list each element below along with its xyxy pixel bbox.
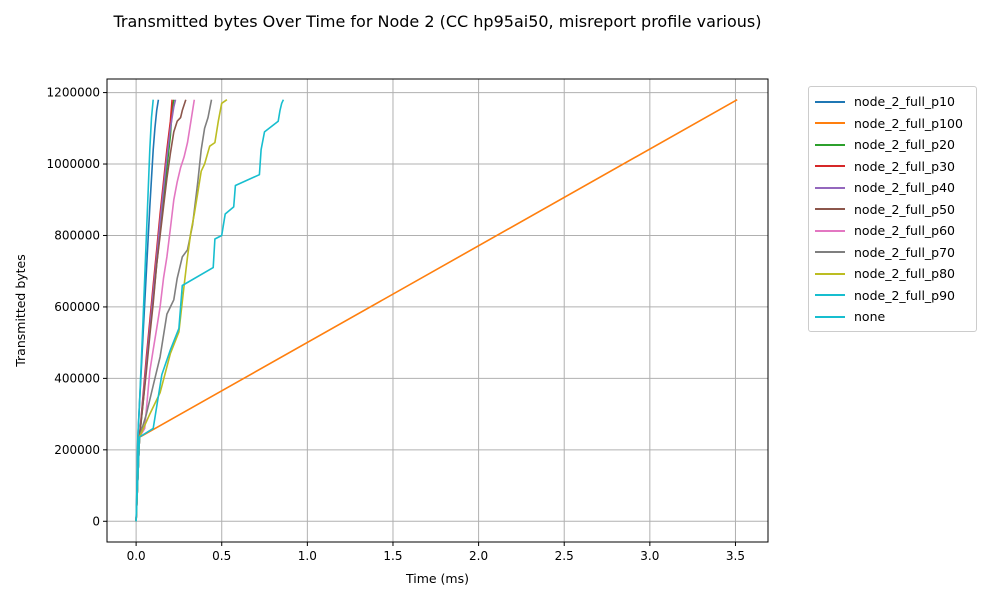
- legend-label: node_2_full_p90: [854, 287, 956, 303]
- legend-label: node_2_full_p30: [854, 158, 956, 174]
- legend-label: none: [854, 309, 886, 325]
- legend-item-node_2_full_p100: node_2_full_p100: [809, 113, 976, 135]
- y-tick-label: 800000: [54, 228, 100, 242]
- legend-swatch: [815, 165, 845, 168]
- legend-item-node_2_full_p10: node_2_full_p10: [809, 91, 976, 113]
- x-tick-label: 2.5: [555, 549, 574, 563]
- x-tick-label: 1.5: [383, 549, 402, 563]
- legend-item-node_2_full_p70: node_2_full_p70: [809, 242, 976, 264]
- legend: node_2_full_p10 node_2_full_p100 node_2_fu…: [808, 86, 977, 332]
- legend-item-node_2_full_p80: node_2_full_p80: [809, 263, 976, 285]
- y-tick-label: 0: [92, 514, 100, 528]
- y-tick-label: 1200000: [47, 86, 100, 100]
- legend-swatch: [815, 315, 845, 318]
- legend-item-node_2_full_p30: node_2_full_p30: [809, 156, 976, 178]
- legend-label: node_2_full_p60: [854, 223, 956, 239]
- x-tick-label: 2.0: [469, 549, 488, 563]
- legend-item-node_2_full_p20: node_2_full_p20: [809, 134, 976, 156]
- plot-frame: [106, 78, 769, 543]
- legend-swatch: [815, 272, 845, 275]
- x-tick-label: 0.5: [212, 549, 231, 563]
- series-line-node_2_full_p80: [135, 99, 228, 522]
- series-lines: [135, 99, 738, 522]
- legend-item-node_2_full_p60: node_2_full_p60: [809, 220, 976, 242]
- legend-swatch: [815, 122, 845, 125]
- legend-swatch: [815, 208, 845, 211]
- y-axis: 0 200000 400000 600000 800000 1000000 1200000: [47, 86, 107, 528]
- legend-swatch: [815, 143, 845, 146]
- legend-item-node_2_full_p50: node_2_full_p50: [809, 199, 976, 221]
- series-line-node_2_full_p50: [135, 99, 187, 522]
- legend-swatch: [815, 186, 845, 189]
- legend-label: node_2_full_p20: [854, 137, 956, 153]
- legend-label: node_2_full_p100: [854, 115, 963, 131]
- legend-item-node_2_full_p90: node_2_full_p90: [809, 285, 976, 307]
- series-line-none: [135, 99, 154, 522]
- legend-label: node_2_full_p10: [854, 94, 956, 110]
- y-tick-label: 200000: [54, 443, 100, 457]
- series-line-node_2_full_p60: [135, 99, 196, 522]
- y-tick-label: 600000: [54, 300, 100, 314]
- x-tick-label: 3.0: [640, 549, 659, 563]
- x-tick-label: 0.0: [127, 549, 146, 563]
- legend-swatch: [815, 100, 845, 103]
- legend-item-node_2_full_p40: node_2_full_p40: [809, 177, 976, 199]
- grid-lines: [107, 79, 768, 542]
- legend-label: node_2_full_p70: [854, 244, 956, 260]
- x-axis: 0.0 0.5 1.0 1.5 2.0 2.5 3.0 3.5: [127, 542, 745, 563]
- series-line-node_2_full_p10: [135, 99, 160, 522]
- legend-swatch: [815, 251, 845, 254]
- y-tick-label: 400000: [54, 371, 100, 385]
- x-axis-label: Time (ms): [405, 571, 469, 586]
- x-tick-label: 3.5: [726, 549, 745, 563]
- x-tick-label: 1.0: [298, 549, 317, 563]
- legend-label: node_2_full_p40: [854, 180, 956, 196]
- legend-swatch: [815, 294, 845, 297]
- series-line-node_2_full_p90: [135, 99, 285, 522]
- series-line-node_2_full_p100: [135, 99, 738, 522]
- y-tick-label: 1000000: [47, 157, 100, 171]
- legend-swatch: [815, 229, 845, 232]
- series-line-node_2_full_p70: [135, 99, 213, 522]
- chart-title: Transmitted bytes Over Time for Node 2 (…: [113, 12, 762, 31]
- legend-item-none: none: [809, 306, 976, 328]
- legend-label: node_2_full_p50: [854, 201, 956, 217]
- y-axis-label: Transmitted bytes: [13, 254, 28, 368]
- legend-label: node_2_full_p80: [854, 266, 956, 282]
